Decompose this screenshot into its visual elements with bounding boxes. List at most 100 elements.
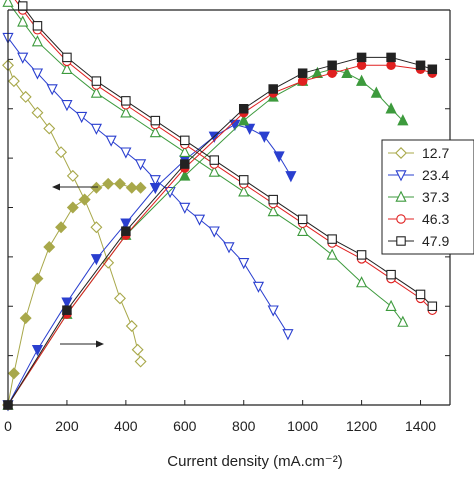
power-point-12.7-1: [7, 367, 20, 380]
polarization-point-47.9-3: [62, 52, 72, 63]
power-point-23.4-11: [273, 151, 285, 163]
polarization-point-37.3-8: [208, 165, 220, 177]
power-point-23.4-4: [120, 218, 132, 230]
polarization-point-23.4-14: [208, 226, 220, 238]
power-point-23.4-2: [61, 297, 73, 309]
arrow-right-head: [96, 340, 104, 348]
polarization-point-37.3-12: [326, 248, 338, 260]
polarization-point-37.3-14: [385, 299, 397, 312]
power-point-12.7-10: [113, 177, 126, 190]
power-point-47.9-5: [268, 84, 278, 94]
polarization-point-12.7-12: [131, 343, 144, 356]
polarization-point-47.9-16: [427, 301, 438, 311]
polarization-point-47.9-5: [121, 96, 131, 106]
polarization-point-23.4-6: [90, 123, 102, 135]
polarization-point-37.3-9: [238, 185, 250, 197]
legend-marker-37.3: [395, 190, 407, 202]
polarization-point-37.3-5: [120, 106, 132, 118]
series-12.7: [2, 59, 147, 411]
polarization-point-12.7-5: [55, 146, 68, 159]
power-point-37.3-3: [179, 169, 191, 181]
power-point-37.3-11: [370, 86, 382, 98]
power-point-46.3-8: [356, 60, 367, 71]
polarization-point-47.9-14: [386, 269, 396, 280]
polarization-point-47.9-13: [356, 250, 367, 260]
power-line-37.3: [7, 68, 404, 406]
polarization-point-23.4-10: [149, 175, 161, 187]
power-point-12.7-3: [31, 272, 44, 285]
power-point-37.3-10: [356, 74, 368, 86]
polarization-point-37.3-10: [267, 205, 279, 217]
arrow-left-head: [52, 183, 60, 191]
polarization-point-37.3-6: [149, 126, 161, 138]
power-point-23.4-12: [285, 171, 297, 183]
polarization-point-47.9-10: [268, 194, 278, 205]
polarization-point-47.9-4: [91, 76, 102, 86]
annotation-layer: [52, 183, 104, 348]
series-23.4: [2, 32, 297, 412]
x-tick-label-0: 0: [4, 418, 12, 434]
polarization-point-47.9-2: [32, 21, 43, 31]
polarization-point-37.3-2: [31, 35, 44, 47]
polarization-line-37.3: [7, 1, 404, 323]
power-point-47.9-8: [356, 52, 367, 63]
series-47.9: [3, 0, 438, 410]
power-point-23.4-3: [90, 254, 102, 266]
polarization-point-23.4-15: [223, 242, 235, 254]
series-37.3: [2, 0, 409, 410]
polarization-point-37.3-0: [2, 0, 14, 7]
power-point-47.9-6: [297, 68, 308, 78]
legend-marker-23.4: [395, 170, 407, 182]
power-point-47.9-2: [121, 226, 131, 236]
power-point-23.4-10: [258, 131, 270, 143]
power-point-47.9-1: [62, 305, 72, 315]
power-point-12.7-2: [19, 312, 32, 325]
polarization-point-12.7-13: [134, 355, 147, 368]
polarization-point-37.3-4: [90, 86, 102, 98]
power-point-47.9-3: [180, 159, 190, 169]
polarization-point-47.9-6: [150, 115, 161, 126]
polarization-point-23.4-13: [193, 214, 206, 226]
power-point-47.9-11: [427, 64, 438, 75]
polarization-point-37.3-3: [61, 62, 73, 74]
x-tick-label-7: 1400: [405, 418, 436, 434]
power-point-47.9-7: [327, 60, 337, 71]
power-point-47.9-9: [386, 52, 396, 63]
polarization-point-23.4-18: [267, 305, 279, 317]
polarization-line-47.9: [18, 0, 433, 307]
legend-label-47.9: 47.9: [422, 233, 449, 249]
polarization-point-47.9-9: [238, 175, 249, 185]
polarization-point-23.4-9: [135, 159, 147, 171]
polarization-point-37.3-11: [297, 224, 309, 236]
power-point-46.3-7: [327, 68, 337, 78]
power-point-12.7-4: [43, 241, 56, 253]
polarization-point-23.4-12: [179, 202, 191, 214]
polarization-point-37.3-15: [397, 315, 409, 327]
power-point-37.3-13: [397, 114, 409, 126]
power-point-12.7-11: [125, 181, 138, 194]
polarization-point-47.9-12: [327, 234, 337, 244]
polarization-point-47.9-15: [415, 289, 426, 300]
power-point-12.7-12: [134, 181, 147, 194]
power-point-12.7-9: [102, 177, 115, 190]
polarization-point-37.3-13: [356, 276, 368, 288]
polarization-point-23.4-5: [76, 111, 88, 124]
legend-label-12.7: 12.7: [422, 145, 449, 161]
polarization-point-47.9-7: [180, 135, 190, 146]
polarization-point-23.4-19: [282, 329, 294, 341]
power-line-47.9: [7, 56, 433, 406]
power-point-12.7-5: [55, 221, 68, 234]
legend-label-46.3: 46.3: [422, 211, 449, 227]
x-tick-label-1: 200: [55, 418, 79, 434]
polarization-point-12.7-6: [66, 169, 79, 182]
polarization-point-23.4-3: [46, 84, 58, 96]
x-tick-label-6: 1200: [346, 418, 377, 434]
polarization-point-12.7-10: [113, 292, 126, 305]
legend-marker-46.3: [396, 214, 406, 224]
polarization-point-12.7-4: [43, 122, 56, 135]
polarization-point-12.7-1: [7, 75, 20, 88]
power-point-23.4-9: [244, 123, 256, 135]
power-point-23.4-1: [31, 344, 44, 357]
